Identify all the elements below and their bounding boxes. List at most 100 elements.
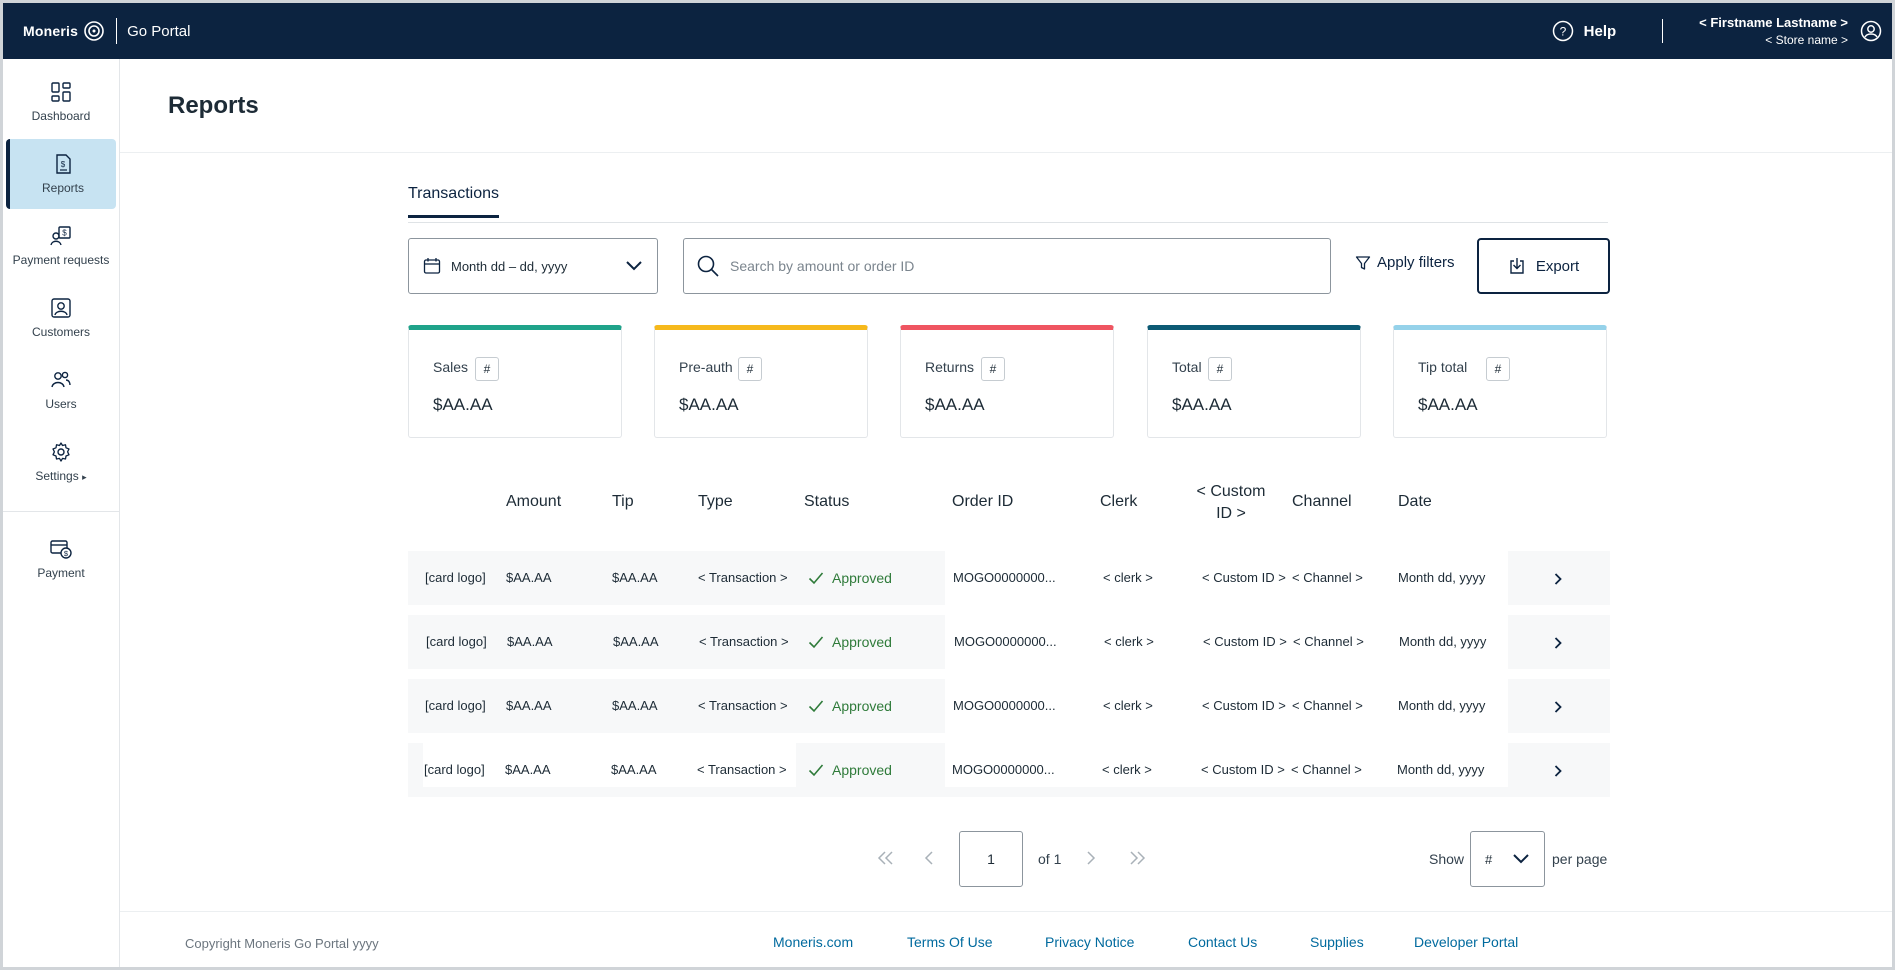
sidebar-item-reports[interactable]: $ Reports xyxy=(6,139,116,209)
chevron-right-icon[interactable] xyxy=(1553,764,1563,778)
summary-card-tip-total: Tip total # $AA.AA xyxy=(1393,325,1607,438)
cell-channel: < Channel > xyxy=(1292,698,1363,713)
column-header-amount[interactable]: Amount xyxy=(506,493,562,510)
brand-divider xyxy=(116,18,118,44)
chevron-down-icon xyxy=(1513,854,1529,864)
column-header-date[interactable]: Date xyxy=(1398,493,1432,510)
payment-requests-icon: $ xyxy=(50,226,71,246)
column-header-clerk[interactable]: Clerk xyxy=(1100,493,1138,510)
first-page-icon[interactable] xyxy=(877,850,895,866)
help-button[interactable]: ? Help xyxy=(1552,20,1616,42)
checkmark-icon xyxy=(808,700,824,713)
cell-date: Month dd, yyyy xyxy=(1397,762,1485,777)
per-page-value: # xyxy=(1485,851,1493,867)
sidebar-item-settings[interactable]: Settings ▸ xyxy=(6,427,116,497)
footer-link-supplies[interactable]: Supplies xyxy=(1310,934,1364,950)
cell-date: Month dd, yyyy xyxy=(1398,570,1486,585)
status-text: Approved xyxy=(832,570,892,586)
cell-custom-id: < Custom ID > xyxy=(1202,570,1286,585)
sidebar-item-label: Payment requests xyxy=(12,253,110,267)
sidebar-item-label: Users xyxy=(45,397,77,411)
cell-amount: $AA.AA xyxy=(507,634,553,649)
status-cell-bg xyxy=(796,551,945,605)
sidebar-item-label: Dashboard xyxy=(31,109,91,123)
tab-transactions[interactable]: Transactions xyxy=(408,185,499,218)
footer-link-privacy[interactable]: Privacy Notice xyxy=(1045,934,1135,950)
summary-card-returns: Returns # $AA.AA xyxy=(900,325,1114,438)
sidebar-item-payment[interactable]: $ Payment xyxy=(6,524,116,594)
card-label: Pre-auth xyxy=(679,359,733,375)
customers-icon xyxy=(51,298,71,318)
cell-status: Approved xyxy=(808,551,892,605)
row-middle-bg xyxy=(945,679,1508,733)
sidebar-item-label: Settings ▸ xyxy=(35,469,87,483)
brand-name: Moneris xyxy=(23,23,79,39)
card-label: Total xyxy=(1172,359,1202,375)
next-page-icon[interactable] xyxy=(1086,850,1096,866)
previous-page-icon[interactable] xyxy=(924,850,934,866)
search-icon xyxy=(697,255,719,277)
card-logo: [card logo] xyxy=(424,762,485,777)
filter-icon xyxy=(1355,255,1371,270)
sidebar-item-label: Payment xyxy=(37,566,85,580)
count-badge: # xyxy=(1486,357,1510,381)
help-icon: ? xyxy=(1552,20,1573,42)
cell-order-id: MOGO0000000... xyxy=(953,698,1056,713)
column-header-channel[interactable]: Channel xyxy=(1292,493,1352,510)
footer-link-moneris[interactable]: Moneris.com xyxy=(773,934,854,950)
last-page-icon[interactable] xyxy=(1128,850,1146,866)
date-range-value: Month dd – dd, yyyy xyxy=(451,258,568,274)
summary-card-pre-auth: Pre-auth # $AA.AA xyxy=(654,325,868,438)
card-value: $AA.AA xyxy=(925,395,985,414)
gear-icon xyxy=(52,442,70,462)
row-middle-bg xyxy=(945,551,1508,605)
column-header-type[interactable]: Type xyxy=(698,493,733,510)
cell-clerk: < clerk > xyxy=(1103,570,1153,585)
sidebar-item-users[interactable]: Users xyxy=(6,355,116,425)
cell-type: < Transaction > xyxy=(698,570,788,585)
column-header-custom-id[interactable]: < Custom ID > xyxy=(1196,483,1266,522)
sidebar-item-payment-requests[interactable]: $ Payment requests xyxy=(6,211,116,281)
svg-text:$: $ xyxy=(64,549,69,558)
product-name: Go Portal xyxy=(127,22,191,40)
apply-filters-button[interactable]: Apply filters xyxy=(1355,254,1455,271)
sidebar: Dashboard $ Reports $ Payment requests C… xyxy=(3,59,120,967)
svg-text:$: $ xyxy=(61,160,66,169)
cell-type: < Transaction > xyxy=(698,698,788,713)
chevron-right-icon[interactable] xyxy=(1553,636,1563,650)
footer-link-developer-portal[interactable]: Developer Portal xyxy=(1414,934,1519,950)
search-input[interactable] xyxy=(730,258,1318,274)
chevron-right-icon[interactable] xyxy=(1553,572,1563,586)
sidebar-item-dashboard[interactable]: Dashboard xyxy=(6,67,116,137)
cell-channel: < Channel > xyxy=(1291,762,1362,777)
cell-custom-id: < Custom ID > xyxy=(1201,762,1285,777)
cell-custom-id: < Custom ID > xyxy=(1202,698,1286,713)
column-header-tip[interactable]: Tip xyxy=(612,493,634,510)
user-info[interactable]: < Firstname Lastname > < Store name > xyxy=(1699,14,1848,48)
svg-text:$: $ xyxy=(62,229,67,238)
card-value: $AA.AA xyxy=(1172,395,1232,414)
cell-clerk: < clerk > xyxy=(1103,698,1153,713)
count-badge: # xyxy=(981,357,1005,381)
export-button[interactable]: Export xyxy=(1477,238,1610,294)
brand[interactable]: Moneris Go Portal xyxy=(23,18,190,44)
account-icon[interactable] xyxy=(1860,20,1882,42)
sidebar-item-customers[interactable]: Customers xyxy=(6,283,116,353)
column-header-status[interactable]: Status xyxy=(804,493,850,510)
cell-status: Approved xyxy=(808,743,892,797)
chevron-right-icon[interactable] xyxy=(1553,700,1563,714)
footer-link-contact[interactable]: Contact Us xyxy=(1188,934,1258,950)
cell-channel: < Channel > xyxy=(1292,570,1363,585)
count-badge: # xyxy=(738,357,762,381)
current-page-input[interactable]: 1 xyxy=(959,831,1023,887)
summary-card-total: Total # $AA.AA xyxy=(1147,325,1361,438)
user-name: < Firstname Lastname > xyxy=(1699,15,1848,31)
page-title: Reports xyxy=(168,92,259,119)
column-header-order-id[interactable]: Order ID xyxy=(952,493,1014,510)
dashboard-icon xyxy=(51,82,71,102)
per-page-select[interactable]: # xyxy=(1470,831,1545,887)
date-range-picker[interactable]: Month dd – dd, yyyy xyxy=(408,238,658,294)
export-label: Export xyxy=(1535,257,1580,275)
footer-link-terms[interactable]: Terms Of Use xyxy=(907,934,993,950)
checkmark-icon xyxy=(808,764,824,777)
